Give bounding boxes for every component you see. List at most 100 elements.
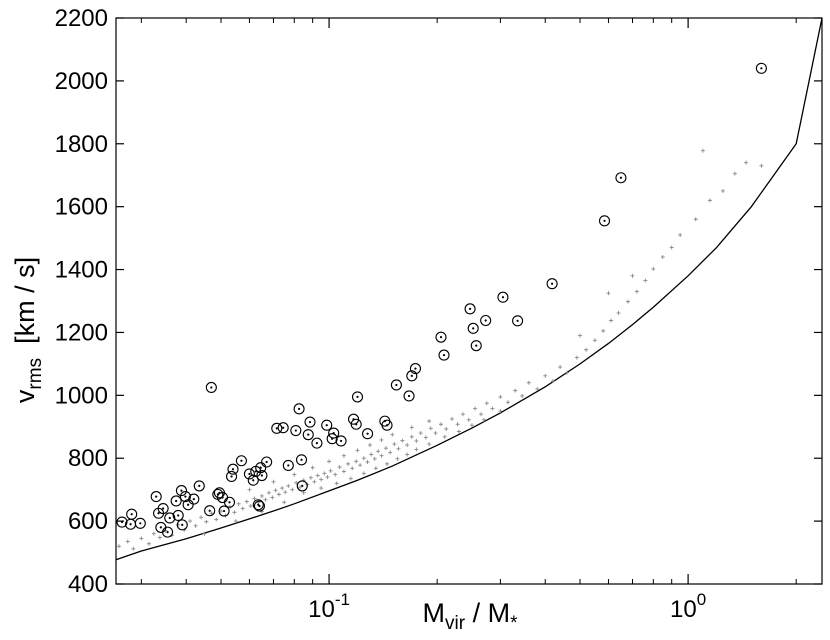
plus-point [513, 388, 518, 393]
plus-point [157, 535, 162, 540]
circle-point-ring [512, 315, 524, 327]
plus-point [117, 544, 122, 549]
plus-point [202, 531, 207, 536]
circle-point-dot [157, 512, 160, 515]
circle-point-dot [301, 484, 304, 487]
circle-point [157, 502, 169, 515]
x-tick-label-exponent: 0 [697, 590, 706, 609]
circle-point-ring [351, 391, 364, 403]
circle-point-ring [546, 278, 558, 290]
plus-point [543, 373, 548, 378]
circle-point-ring [406, 370, 418, 382]
plus-point [625, 299, 630, 304]
y-tick-label: 1800 [55, 131, 108, 158]
circle-point-ring [126, 508, 138, 520]
circle-point [164, 512, 176, 524]
plus-point [732, 171, 737, 176]
circle-point-ring [243, 468, 255, 480]
plus-point [490, 406, 495, 411]
plus-point [479, 412, 484, 417]
plus-point [578, 333, 583, 338]
circle-point [261, 456, 273, 468]
plus-point [433, 431, 438, 436]
plus-point [390, 432, 395, 437]
circle-point [256, 469, 268, 482]
plus-point [455, 422, 460, 427]
circle-point-ring [282, 459, 294, 472]
plus-point [341, 469, 346, 474]
plus-point [592, 338, 597, 343]
circle-point-dot [300, 458, 303, 461]
plus-point [346, 461, 351, 466]
circle-point-ring [172, 509, 184, 522]
circle-point-ring [188, 493, 200, 505]
circle-point-dot [287, 464, 290, 467]
y-tick-label: 800 [68, 445, 108, 472]
y-tick-label: 1000 [55, 382, 108, 409]
circle-point [162, 526, 174, 538]
circle-point [512, 315, 524, 327]
circle-point-ring [182, 499, 194, 511]
plus-point [395, 456, 400, 461]
plus-point [273, 488, 278, 493]
plus-point [520, 393, 525, 398]
circle-point-dot [181, 523, 184, 526]
plus-point [350, 466, 355, 471]
circle-point [150, 491, 162, 503]
plus-point [550, 379, 555, 384]
circle-point-ring [162, 526, 174, 538]
circle-point-dot [308, 420, 312, 424]
circle-point [188, 493, 200, 505]
y-tick-label: 2000 [55, 68, 108, 95]
plus-point [414, 447, 419, 452]
circle-point [255, 462, 267, 474]
circle-point [470, 340, 482, 352]
x-tick-labels: 10-1 100 [308, 590, 706, 623]
plus-point [298, 485, 303, 490]
circle-point [480, 314, 492, 327]
circle-point-ring [302, 429, 314, 441]
x-axis-label: Mvir / M* [423, 598, 519, 634]
plus-point [405, 452, 410, 457]
circle-point-dot [184, 495, 187, 498]
circle-point-ring [295, 454, 308, 466]
plus-point [409, 425, 414, 430]
circle-point-dot [187, 503, 190, 506]
plus-point [376, 449, 381, 454]
plus-point [574, 355, 579, 360]
circle-point-ring [381, 419, 393, 431]
plus-point [188, 519, 193, 524]
plus-point [354, 459, 359, 464]
circle-point [243, 468, 255, 480]
circle-point [615, 172, 627, 184]
plus-point [290, 487, 295, 492]
y-axis-label-sub: rms [25, 358, 46, 390]
circle-point [172, 509, 184, 522]
plus-point [720, 188, 725, 193]
circle-point-ring [464, 303, 476, 315]
circle-point-dot [252, 479, 255, 482]
circle-point [176, 519, 188, 531]
plus-point [325, 475, 330, 480]
circle-point-dot [210, 386, 213, 389]
plus-point [609, 318, 614, 323]
plus-point [341, 453, 346, 458]
plus-point [418, 431, 423, 436]
plus-point [660, 254, 665, 259]
circle-point-dot [275, 427, 278, 430]
circle-point [134, 517, 146, 529]
plus-point [456, 429, 461, 434]
y-tick-label: 1400 [55, 257, 108, 284]
circle-point-ring [497, 291, 509, 303]
plus-point [473, 406, 478, 411]
circle-point-dot [166, 531, 169, 534]
circle-point [302, 429, 314, 441]
plus-point [270, 495, 275, 500]
circle-point-ring [150, 491, 162, 503]
circle-point-dot [760, 67, 763, 70]
circle-point [403, 390, 415, 402]
circle-point-ring [193, 480, 205, 492]
circle-point-ring [328, 427, 340, 439]
plus-point [204, 519, 209, 524]
circle-point-dot [307, 433, 310, 436]
